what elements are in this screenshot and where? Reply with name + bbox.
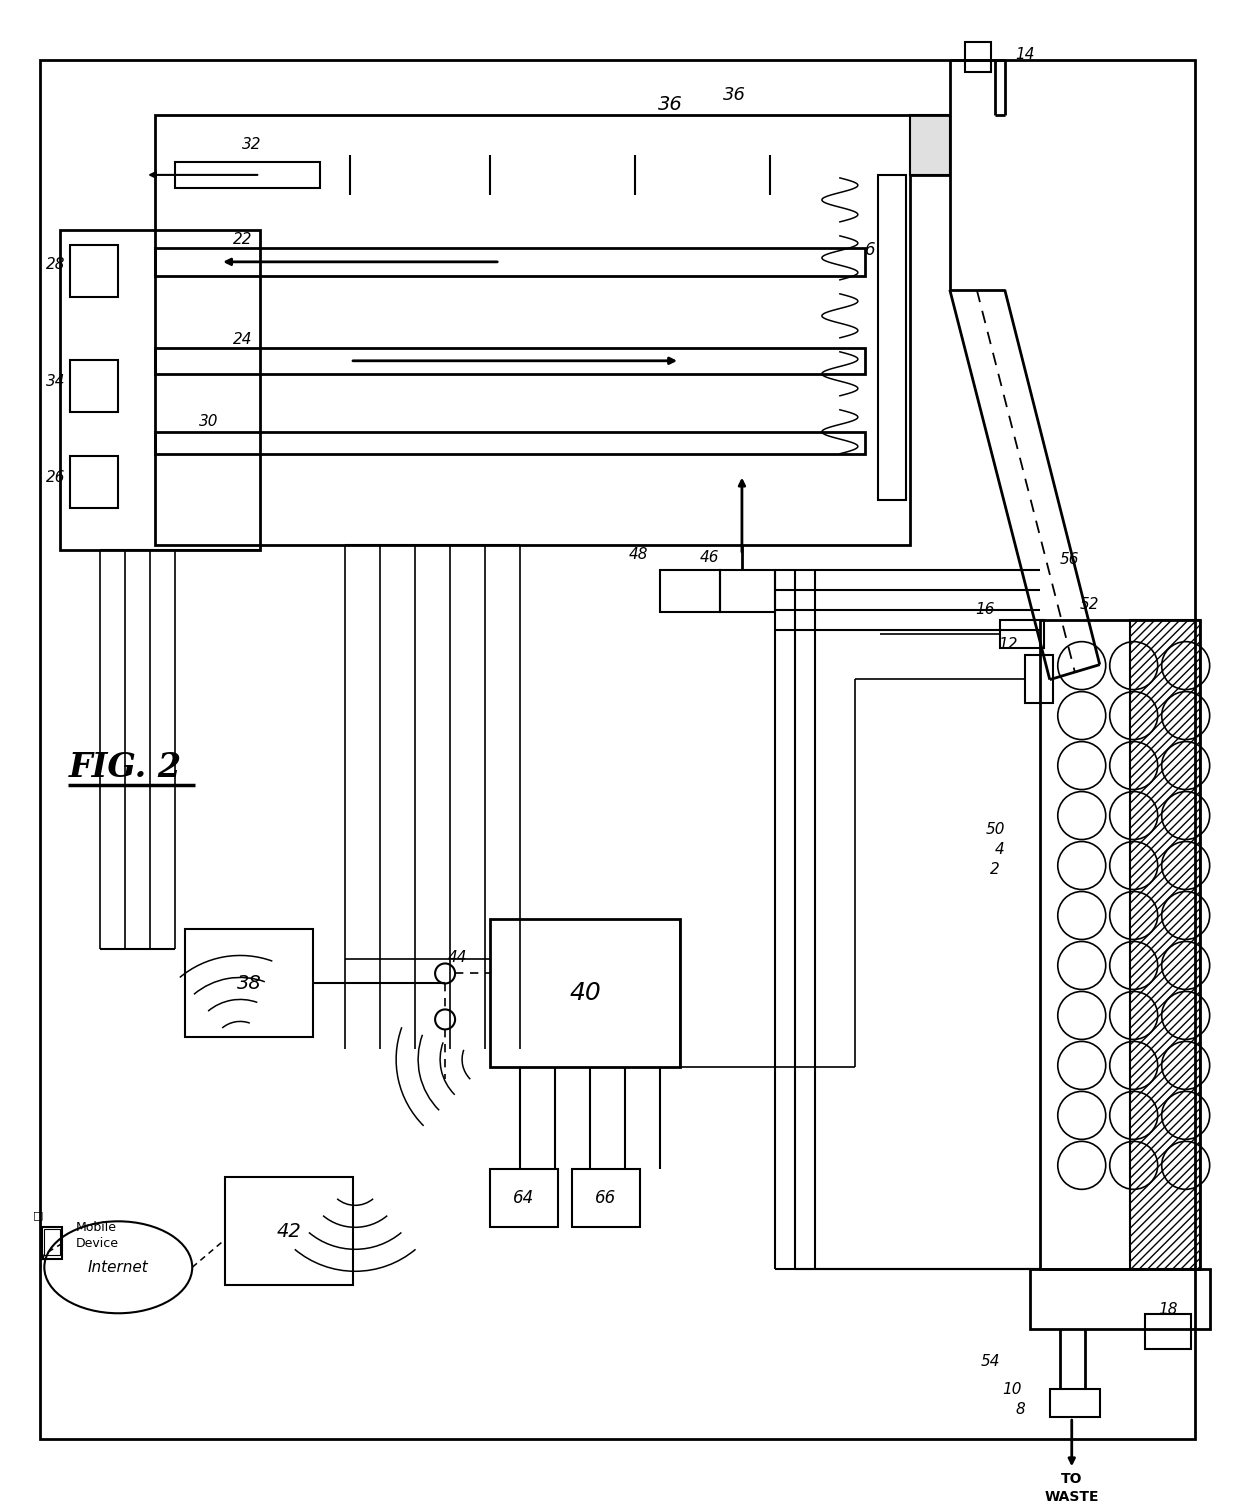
Text: 56: 56 <box>1060 553 1079 568</box>
Bar <box>1024 655 1053 703</box>
Text: 24: 24 <box>232 333 252 348</box>
Bar <box>45 1229 61 1256</box>
Text: 26: 26 <box>46 470 64 485</box>
Bar <box>155 248 864 276</box>
Bar <box>1040 619 1199 1270</box>
Text: 54: 54 <box>981 1354 999 1369</box>
Bar <box>572 1169 640 1227</box>
Bar <box>965 42 991 72</box>
Text: 28: 28 <box>46 258 64 273</box>
Bar <box>1145 1315 1190 1349</box>
Text: Device: Device <box>76 1236 118 1250</box>
Text: 52: 52 <box>1080 598 1099 611</box>
Text: 2: 2 <box>990 861 999 876</box>
Text: 30: 30 <box>198 414 218 429</box>
Text: FIG. 2: FIG. 2 <box>68 751 181 785</box>
Bar <box>1029 1270 1210 1330</box>
Bar <box>61 230 260 550</box>
Text: 66: 66 <box>595 1190 616 1208</box>
Text: 16: 16 <box>976 602 994 617</box>
Bar <box>185 929 314 1038</box>
Text: 4: 4 <box>994 842 1004 857</box>
Bar <box>155 432 864 453</box>
Bar <box>490 1169 558 1227</box>
Bar <box>1050 1389 1100 1417</box>
Text: 14: 14 <box>1014 48 1034 62</box>
Bar <box>1130 619 1199 1270</box>
Text: 36: 36 <box>657 95 682 114</box>
Text: 18: 18 <box>1158 1301 1178 1316</box>
Bar <box>910 114 950 175</box>
Text: 8: 8 <box>1016 1402 1024 1417</box>
Text: 44: 44 <box>448 950 467 965</box>
Text: 42: 42 <box>277 1221 301 1241</box>
Text: 22: 22 <box>232 232 252 247</box>
Bar <box>999 619 1044 648</box>
Bar <box>155 114 910 545</box>
Text: 36: 36 <box>723 86 746 104</box>
Text: 48: 48 <box>629 547 649 562</box>
Text: 6: 6 <box>864 241 875 259</box>
Text: 38: 38 <box>237 974 262 992</box>
Bar <box>490 920 680 1068</box>
Bar <box>71 456 118 508</box>
Text: 46: 46 <box>699 550 719 565</box>
Text: TO: TO <box>1061 1473 1083 1486</box>
Text: 34: 34 <box>46 375 64 389</box>
Bar <box>226 1178 353 1285</box>
Bar <box>42 1227 62 1259</box>
Bar <box>878 175 906 500</box>
Bar <box>720 569 775 611</box>
Text: 32: 32 <box>243 137 262 152</box>
Text: 12: 12 <box>998 637 1018 652</box>
Text: Mobile: Mobile <box>76 1221 117 1233</box>
Bar <box>71 360 118 411</box>
Bar <box>175 163 320 188</box>
Text: □: □ <box>33 1211 43 1220</box>
Text: 10: 10 <box>1002 1381 1022 1396</box>
Text: Internet: Internet <box>88 1261 149 1274</box>
Bar <box>71 245 118 297</box>
Bar <box>660 569 720 611</box>
Text: 50: 50 <box>986 822 1004 837</box>
Text: WASTE: WASTE <box>1044 1489 1099 1504</box>
Text: 64: 64 <box>513 1190 534 1208</box>
Text: 40: 40 <box>569 982 601 1006</box>
Bar <box>155 348 864 373</box>
